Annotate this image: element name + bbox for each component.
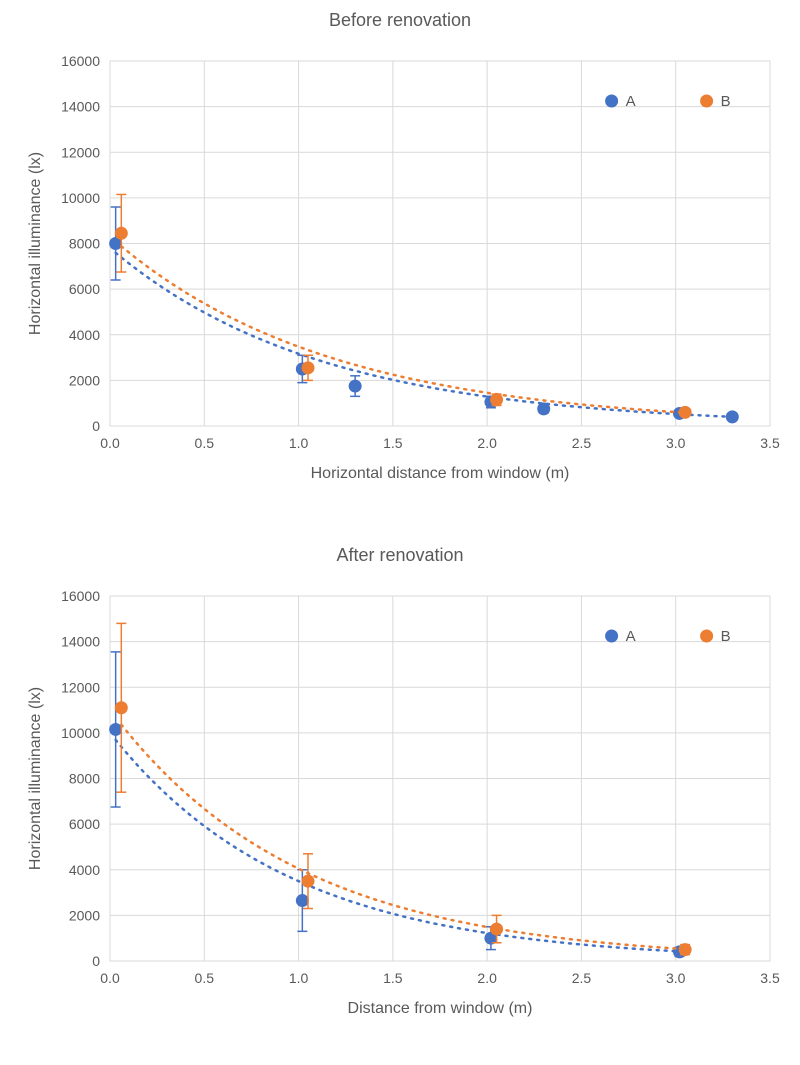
xtick-label: 2.0: [477, 970, 497, 986]
ytick-label: 14000: [61, 99, 100, 115]
xtick-label: 2.5: [572, 970, 592, 986]
ytick-label: 4000: [69, 327, 100, 343]
ytick-label: 6000: [69, 281, 100, 297]
series-b-marker: [490, 393, 503, 406]
series-b-marker: [302, 875, 315, 888]
series-b-marker: [679, 406, 692, 419]
ytick-label: 8000: [69, 771, 100, 787]
legend-marker-b: [700, 95, 713, 108]
series-a-marker: [296, 894, 309, 907]
legend-label-b: B: [721, 93, 731, 110]
ytick-label: 10000: [61, 190, 100, 206]
series-b-marker: [679, 943, 692, 956]
xtick-label: 3.5: [760, 435, 780, 451]
xtick-label: 1.0: [289, 435, 309, 451]
series-b-marker: [490, 923, 503, 936]
series-b-marker: [115, 701, 128, 714]
ytick-label: 16000: [61, 53, 100, 69]
chart-after: After renovation 0 2000 4000 6000 8000 10000 1…: [0, 545, 800, 1046]
xtick-label: 0.0: [100, 435, 120, 451]
xtick-label: 1.0: [289, 970, 309, 986]
xtick-label: 2.5: [572, 435, 592, 451]
ytick-label: 12000: [61, 144, 100, 160]
ytick-label: 2000: [69, 372, 100, 388]
chart-svg-after: 0 2000 4000 6000 8000 10000 12000 14000 16000 0.0…: [0, 576, 800, 1046]
xtick-label: 0.5: [195, 435, 215, 451]
page: Before renovation 0 2000 4000 6000 8000 10000…: [0, 0, 800, 1065]
ytick-label: 10000: [61, 725, 100, 741]
series-b-marker: [302, 361, 315, 374]
ytick-label: 14000: [61, 634, 100, 650]
legend-label-b: B: [721, 628, 731, 645]
xtick-label: 0.5: [195, 970, 215, 986]
chart-title-after: After renovation: [0, 545, 800, 566]
xtick-label: 2.0: [477, 435, 497, 451]
ytick-label: 6000: [69, 816, 100, 832]
ytick-label: 2000: [69, 907, 100, 923]
series-a-marker: [349, 380, 362, 393]
legend-label-a: A: [626, 628, 636, 645]
xtick-label: 0.0: [100, 970, 120, 986]
xtick-label: 1.5: [383, 970, 403, 986]
chart-svg-before: 0 2000 4000 6000 8000 10000 12000 14000 16000 0.0…: [0, 41, 800, 511]
xtick-label: 1.5: [383, 435, 403, 451]
legend-marker-b: [700, 630, 713, 643]
series-a-marker: [537, 402, 550, 415]
xtick-label: 3.5: [760, 970, 780, 986]
chart-title-before: Before renovation: [0, 10, 800, 31]
legend-label-a: A: [626, 93, 636, 110]
ytick-label: 0: [92, 418, 100, 434]
ytick-label: 12000: [61, 679, 100, 695]
ytick-label: 0: [92, 953, 100, 969]
ytick-label: 8000: [69, 236, 100, 252]
series-a-trend: [116, 740, 680, 952]
series-b-marker: [115, 227, 128, 240]
legend-marker-a: [605, 630, 618, 643]
series-b-trend: [121, 246, 685, 412]
xtick-label: 3.0: [666, 435, 686, 451]
y-axis-label: Horizontal illuminance (lx): [27, 152, 44, 335]
series-a-marker: [726, 410, 739, 423]
ytick-label: 4000: [69, 862, 100, 878]
x-axis-label: Distance from window (m): [348, 1000, 533, 1017]
chart-before: Before renovation 0 2000 4000 6000 8000 10000…: [0, 10, 800, 511]
xtick-label: 3.0: [666, 970, 686, 986]
y-axis-label: Horizontal illuminance (lx): [27, 687, 44, 870]
ytick-label: 16000: [61, 588, 100, 604]
x-axis-label: Horizontal distance from window (m): [311, 465, 570, 482]
legend-marker-a: [605, 95, 618, 108]
